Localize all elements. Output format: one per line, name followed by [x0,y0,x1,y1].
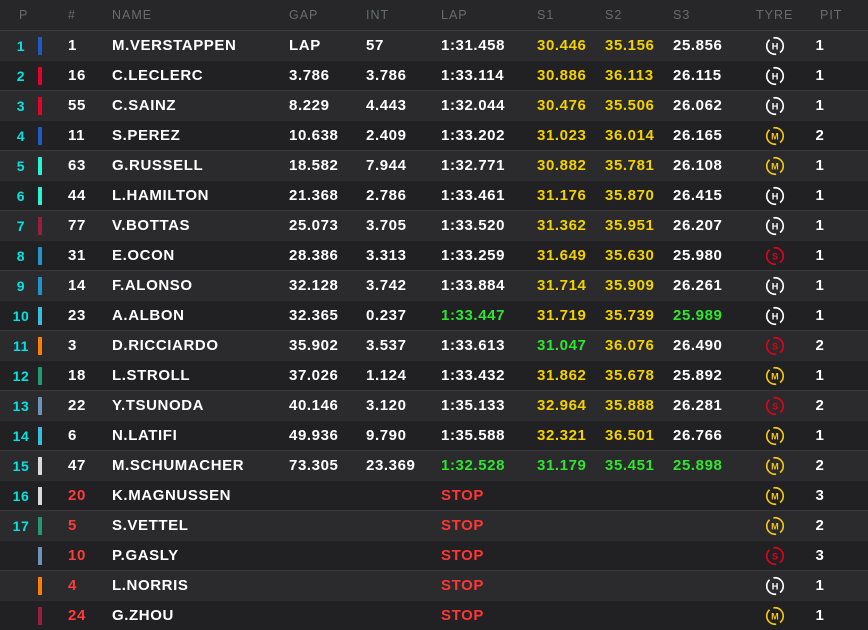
svg-text:H: H [772,101,779,111]
svg-text:S: S [772,551,778,561]
svg-text:S: S [772,401,778,411]
svg-text:M: M [771,431,779,441]
svg-text:H: H [772,221,779,231]
svg-text:H: H [772,191,779,201]
svg-text:H: H [772,281,779,291]
svg-text:M: M [771,161,779,171]
svg-text:M: M [771,371,779,381]
svg-text:H: H [772,311,779,321]
svg-text:M: M [771,521,779,531]
svg-text:S: S [772,341,778,351]
svg-text:S: S [772,251,778,261]
svg-text:M: M [771,131,779,141]
svg-text:H: H [772,71,779,81]
svg-text:M: M [771,611,779,621]
svg-text:M: M [771,491,779,501]
svg-text:H: H [772,581,779,591]
svg-text:M: M [771,461,779,471]
svg-text:H: H [772,41,779,51]
